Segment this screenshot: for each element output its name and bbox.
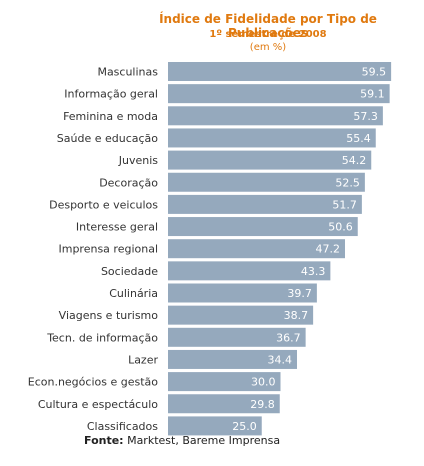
category-label: Tecn. de informação [46,331,158,344]
bar [168,62,392,81]
bar [168,194,362,214]
bar-value-label: 39.7 [287,287,312,300]
category-label: Lazer [128,353,158,366]
bar [168,394,280,414]
category-label: Classificados [87,420,158,433]
category-label: Econ.negócios e gestão [28,376,159,389]
bar-value-label: 59.5 [362,66,387,79]
bar [168,305,314,325]
bar-value-label: 59.1 [360,88,385,101]
bar-value-label: 55.4 [346,132,371,145]
bar [168,172,365,192]
bar [168,150,372,170]
bar-value-label: 36.7 [276,331,301,344]
bar-value-label: 57.3 [353,110,378,123]
category-label: Saúde e educação [57,132,159,145]
bar-value-label: 51.7 [332,198,357,211]
bar-value-label: 38.7 [284,309,309,322]
chart-title: Índice de Fidelidade por Tipo de Publica… [159,12,377,40]
category-label: Masculinas [97,66,158,79]
bar [168,106,383,126]
bar-value-label: 47.2 [316,243,341,256]
source-label: Fonte: [84,434,124,447]
source-text: Marktest, Bareme Imprensa [123,434,281,447]
source-note: Fonte: Marktest, Bareme Imprensa [84,434,280,447]
bar [168,217,358,237]
category-label: Imprensa regional [58,243,158,256]
bar [168,416,262,436]
category-label: Informação geral [64,88,158,101]
category-label: Desporto e veiculos [49,198,158,211]
bar-value-label: 25.0 [232,420,257,433]
bar [168,327,306,347]
chart-unit-label: (em %) [249,42,287,53]
bar [168,261,331,281]
category-label: Cultura e espectáculo [38,398,158,411]
category-label: Juvenis [118,154,159,167]
category-label: Sociedade [101,265,158,278]
category-label: Feminina e moda [63,110,158,123]
bar [168,283,317,303]
bar [168,84,390,104]
bar-value-label: 52.5 [335,176,360,189]
category-label: Viagens e turismo [59,309,159,322]
bar [168,349,297,369]
bar-value-label: 34.4 [268,353,293,366]
category-label: Decoração [99,176,158,189]
bar-value-label: 54.2 [342,154,367,167]
bar [168,128,376,148]
bar-value-label: 50.6 [328,221,353,234]
category-label: Culinária [109,287,158,300]
bar-value-label: 43.3 [301,265,326,278]
bar-value-label: 29.8 [250,398,275,411]
bar-value-label: 30.0 [251,376,276,389]
category-label: Interesse geral [76,221,158,234]
bar [168,239,345,259]
bar [168,372,281,392]
chart-subtitle: 1º semestre de 2008 [209,29,327,40]
